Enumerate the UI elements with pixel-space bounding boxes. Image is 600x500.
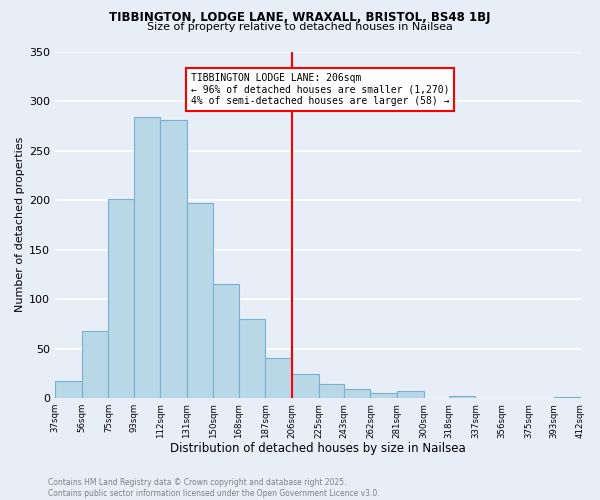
Y-axis label: Number of detached properties: Number of detached properties xyxy=(15,137,25,312)
Bar xyxy=(554,397,580,398)
Bar xyxy=(397,391,424,398)
Bar xyxy=(344,389,370,398)
Text: Contains HM Land Registry data © Crown copyright and database right 2025.
Contai: Contains HM Land Registry data © Crown c… xyxy=(48,478,380,498)
Text: TIBBINGTON, LODGE LANE, WRAXALL, BRISTOL, BS48 1BJ: TIBBINGTON, LODGE LANE, WRAXALL, BRISTOL… xyxy=(109,11,491,24)
Bar xyxy=(265,358,292,398)
Bar xyxy=(239,319,265,398)
Bar xyxy=(134,117,160,398)
Bar xyxy=(82,331,109,398)
Bar xyxy=(449,396,475,398)
X-axis label: Distribution of detached houses by size in Nailsea: Distribution of detached houses by size … xyxy=(170,442,466,455)
Bar xyxy=(187,203,214,398)
Bar xyxy=(370,393,397,398)
Text: TIBBINGTON LODGE LANE: 206sqm
← 96% of detached houses are smaller (1,270)
4% of: TIBBINGTON LODGE LANE: 206sqm ← 96% of d… xyxy=(191,74,449,106)
Text: Size of property relative to detached houses in Nailsea: Size of property relative to detached ho… xyxy=(147,22,453,32)
Bar xyxy=(109,199,134,398)
Bar xyxy=(292,374,319,398)
Bar xyxy=(160,120,187,398)
Bar xyxy=(55,382,82,398)
Bar xyxy=(319,384,344,398)
Bar xyxy=(214,284,239,398)
